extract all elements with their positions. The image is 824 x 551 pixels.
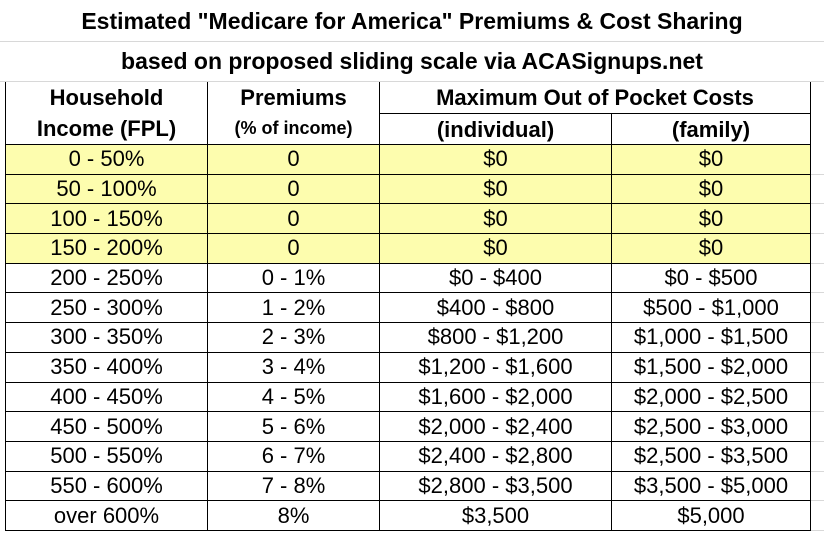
gap <box>811 234 824 264</box>
header-income: Household Income (FPL) <box>5 82 208 145</box>
header-line: Household <box>49 85 164 110</box>
table-cell: 150 - 200% <box>5 234 208 264</box>
table-cell: $2,500 - $3,000 <box>612 412 811 442</box>
table-cell: $5,000 <box>612 501 811 531</box>
header-family: (family) <box>612 114 811 145</box>
header-premiums: Premiums (% of income) <box>208 82 380 145</box>
table-cell: $0 - $400 <box>380 263 612 294</box>
gap <box>811 383 824 413</box>
table-cell: $1,500 - $2,000 <box>612 352 811 383</box>
table-cell: 100 - 150% <box>5 204 208 235</box>
table-cell: 6 - 7% <box>208 441 380 472</box>
table-cell: $2,000 - $2,400 <box>380 412 612 442</box>
table-cell: 450 - 500% <box>5 412 208 442</box>
gap <box>811 323 824 353</box>
table-cell: 8% <box>208 501 380 531</box>
table-cell: 50 - 100% <box>5 174 208 205</box>
gap <box>811 353 824 383</box>
title: based on proposed sliding scale via ACAS… <box>0 42 824 82</box>
header-individual: (individual) <box>380 114 612 145</box>
table-cell: $3,500 <box>380 501 612 531</box>
table-cell: $0 <box>612 204 811 235</box>
gap <box>811 293 824 324</box>
table-cell: 400 - 450% <box>5 382 208 413</box>
table-cell: $0 - $500 <box>612 263 811 294</box>
table-cell: 0 - 1% <box>208 263 380 294</box>
gap <box>811 175 824 205</box>
header-line: Income (FPL) <box>36 116 177 141</box>
table-cell: $2,000 - $2,500 <box>612 382 811 413</box>
header-line: Premiums <box>240 85 347 110</box>
table-cell: 4 - 5% <box>208 382 380 413</box>
gap <box>811 472 824 502</box>
table-cell: over 600% <box>5 501 208 531</box>
table-cell: $0 <box>612 145 811 175</box>
table-cell: 500 - 550% <box>5 441 208 472</box>
gap <box>811 442 824 472</box>
table-cell: $400 - $800 <box>380 293 612 324</box>
gap <box>811 412 824 442</box>
table-cell: $1,000 - $1,500 <box>612 323 811 353</box>
gap <box>811 264 824 294</box>
table-cell: 0 <box>208 234 380 264</box>
table-cell: $500 - $1,000 <box>612 293 811 324</box>
table-cell: $0 <box>380 204 612 235</box>
table-cell: $3,500 - $5,000 <box>612 471 811 502</box>
table-cell: 0 <box>208 145 380 175</box>
gap <box>811 501 824 531</box>
header-line: (% of income) <box>234 118 353 138</box>
table-cell: $0 <box>380 234 612 264</box>
table-cell: 550 - 600% <box>5 471 208 502</box>
table-cell: $0 <box>380 145 612 175</box>
table-cell: 0 <box>208 174 380 205</box>
table-cell: $0 <box>612 234 811 264</box>
table-cell: $800 - $1,200 <box>380 323 612 353</box>
table-cell: $2,500 - $3,500 <box>612 441 811 472</box>
table-cell: 0 - 50% <box>5 145 208 175</box>
table-cell: 300 - 350% <box>5 323 208 353</box>
gap <box>811 204 824 235</box>
title: Estimated "Medicare for America" Premium… <box>0 2 824 42</box>
table-cell: $0 <box>612 174 811 205</box>
table-cell: 200 - 250% <box>5 263 208 294</box>
table-cell: 2 - 3% <box>208 323 380 353</box>
table-cell: $1,200 - $1,600 <box>380 352 612 383</box>
table-cell: 0 <box>208 204 380 235</box>
table-cell: $2,400 - $2,800 <box>380 441 612 472</box>
table-cell: 7 - 8% <box>208 471 380 502</box>
table-cell: $2,800 - $3,500 <box>380 471 612 502</box>
table-cell: 350 - 400% <box>5 352 208 383</box>
header-max-oop: Maximum Out of Pocket Costs <box>380 82 811 114</box>
table-cell: $0 <box>380 174 612 205</box>
gap <box>811 145 824 175</box>
table-cell: 3 - 4% <box>208 352 380 383</box>
table-cell: 1 - 2% <box>208 293 380 324</box>
table-cell: 250 - 300% <box>5 293 208 324</box>
table-cell: $1,600 - $2,000 <box>380 382 612 413</box>
table-cell: 5 - 6% <box>208 412 380 442</box>
